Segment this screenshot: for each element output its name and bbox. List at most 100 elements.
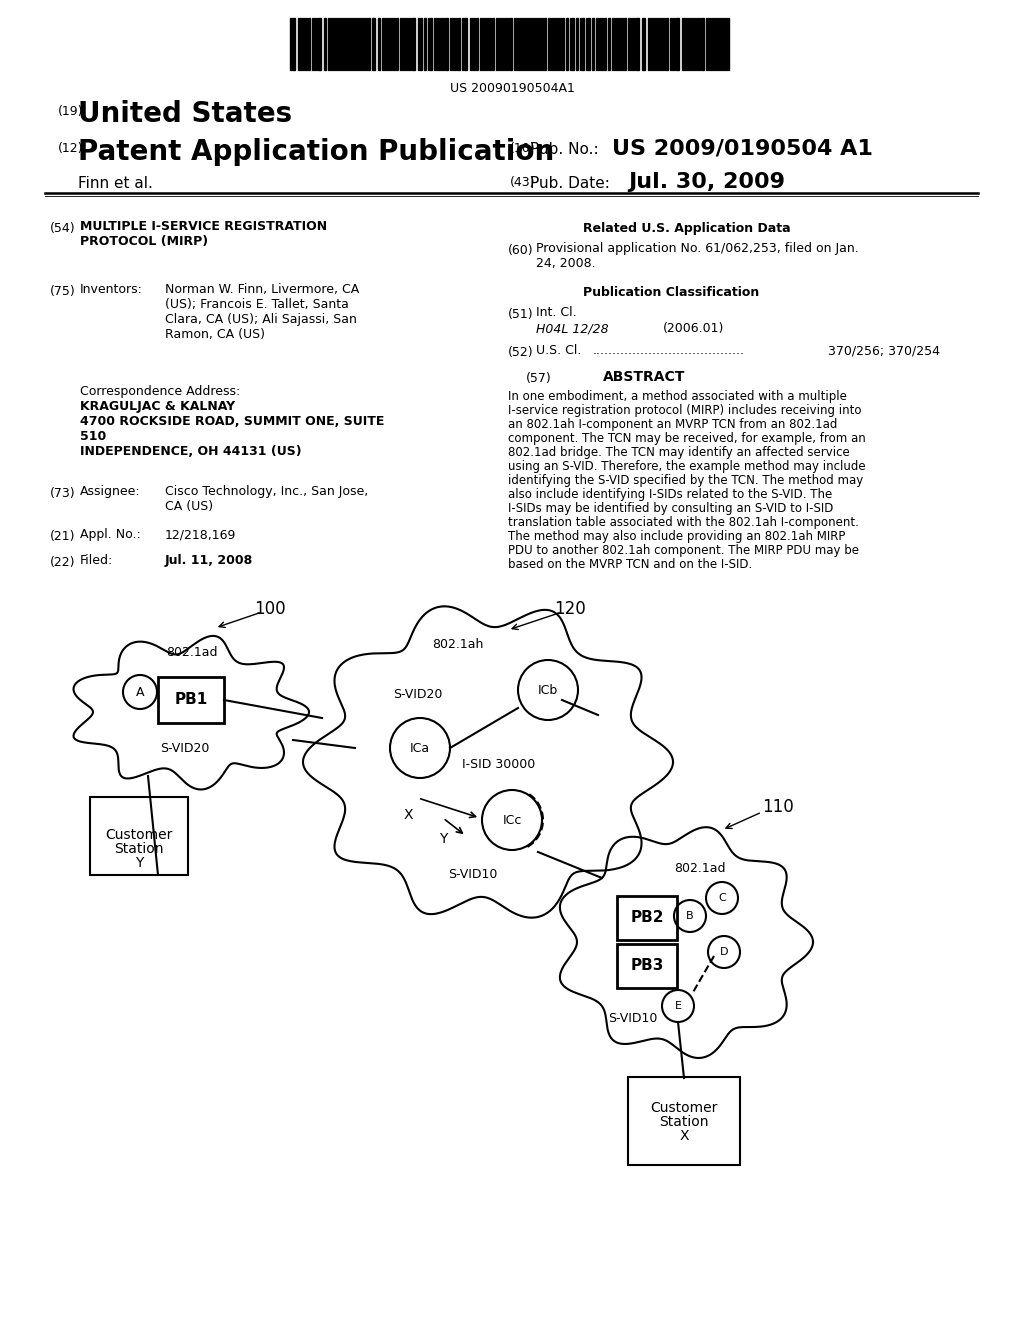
Text: A: A [136, 685, 144, 698]
Bar [292, 18, 295, 70]
Text: Customer: Customer [105, 828, 173, 842]
Text: PDU to another 802.1ah component. The MIRP PDU may be: PDU to another 802.1ah component. The MI… [508, 544, 859, 557]
Text: (54): (54) [50, 222, 76, 235]
Text: (12): (12) [58, 143, 84, 154]
Text: translation table associated with the 802.1ah I-component.: translation table associated with the 80… [508, 516, 859, 529]
Text: Jul. 30, 2009: Jul. 30, 2009 [628, 172, 785, 191]
Text: (2006.01): (2006.01) [663, 322, 724, 335]
Text: X: X [403, 808, 413, 822]
Text: H04L 12/28: H04L 12/28 [536, 322, 608, 335]
Bar [372, 18, 375, 70]
Bar [324, 18, 326, 70]
Bar [582, 18, 584, 70]
Text: The method may also include providing an 802.1ah MIRP: The method may also include providing an… [508, 531, 846, 543]
Bar [702, 18, 705, 70]
Text: Y: Y [135, 855, 143, 870]
Text: (60): (60) [508, 244, 534, 257]
Text: using an S-VID. Therefore, the example method may include: using an S-VID. Therefore, the example m… [508, 459, 865, 473]
Text: C: C [718, 894, 726, 903]
Text: Correspondence Address:: Correspondence Address: [80, 385, 241, 399]
Text: (22): (22) [50, 556, 76, 569]
Text: United States: United States [78, 100, 292, 128]
Text: 100: 100 [254, 601, 286, 618]
Text: Filed:: Filed: [80, 554, 114, 568]
Text: 802.1ah: 802.1ah [432, 638, 483, 651]
Text: 120: 120 [554, 601, 586, 618]
Text: Norman W. Finn, Livermore, CA
(US); Francois E. Tallet, Santa
Clara, CA (US); Al: Norman W. Finn, Livermore, CA (US); Fran… [165, 282, 359, 341]
Text: 110: 110 [762, 799, 794, 816]
Text: (43): (43) [510, 176, 536, 189]
Text: Inventors:: Inventors: [80, 282, 143, 296]
Bar [642, 18, 645, 70]
Bar [446, 18, 449, 70]
Text: Jul. 11, 2008: Jul. 11, 2008 [165, 554, 253, 568]
Bar [318, 18, 321, 70]
Text: Y: Y [439, 832, 447, 846]
Text: identifying the S-VID specified by the TCN. The method may: identifying the S-VID specified by the T… [508, 474, 863, 487]
Bar [588, 18, 590, 70]
Text: Pub. No.:: Pub. No.: [530, 143, 599, 157]
Text: Finn et al.: Finn et al. [78, 176, 153, 191]
Text: ICa: ICa [410, 742, 430, 755]
Text: (51): (51) [508, 308, 534, 321]
Text: 370/256; 370/254: 370/256; 370/254 [828, 345, 940, 356]
Text: 12/218,169: 12/218,169 [165, 528, 237, 541]
Text: US 2009/0190504 A1: US 2009/0190504 A1 [612, 139, 872, 158]
Text: ICb: ICb [538, 684, 558, 697]
Bar [544, 18, 546, 70]
Text: KRAGULJAC & KALNAY
4700 ROCKSIDE ROAD, SUMMIT ONE, SUITE
510
INDEPENDENCE, OH 44: KRAGULJAC & KALNAY 4700 ROCKSIDE ROAD, S… [80, 400, 384, 458]
Text: I-service registration protocol (MIRP) includes receiving into: I-service registration protocol (MIRP) i… [508, 404, 861, 417]
Text: PB3: PB3 [631, 958, 664, 974]
Bar [636, 18, 639, 70]
Bar [368, 18, 370, 70]
Bar [666, 18, 668, 70]
Text: (19): (19) [58, 106, 84, 117]
Text: Publication Classification: Publication Classification [583, 286, 759, 300]
Bar [308, 18, 310, 70]
Bar [424, 18, 426, 70]
Bar [624, 18, 626, 70]
Text: (21): (21) [50, 531, 76, 543]
Text: Appl. No.:: Appl. No.: [80, 528, 140, 541]
Text: MULTIPLE I-SERVICE REGISTRATION
PROTOCOL (MIRP): MULTIPLE I-SERVICE REGISTRATION PROTOCOL… [80, 220, 327, 248]
Bar [378, 18, 380, 70]
Bar [420, 18, 422, 70]
Text: based on the MVRP TCN and on the I-SID.: based on the MVRP TCN and on the I-SID. [508, 558, 753, 572]
Bar [430, 18, 432, 70]
Text: I-SIDs may be identified by consulting an S-VID to I-SID: I-SIDs may be identified by consulting a… [508, 502, 834, 515]
Text: an 802.1ah I-component an MVRP TCN from an 802.1ad: an 802.1ah I-component an MVRP TCN from … [508, 418, 838, 432]
Text: Station: Station [659, 1115, 709, 1129]
Bar [492, 18, 494, 70]
Text: (10): (10) [510, 143, 536, 154]
Bar [676, 18, 679, 70]
Text: In one embodiment, a method associated with a multiple: In one embodiment, a method associated w… [508, 389, 847, 403]
Text: Int. Cl.: Int. Cl. [536, 306, 577, 319]
Text: (52): (52) [508, 346, 534, 359]
Bar [412, 18, 415, 70]
Text: Patent Application Publication: Patent Application Publication [78, 139, 554, 166]
Text: 802.1ad: 802.1ad [166, 645, 218, 659]
Text: B: B [686, 911, 694, 921]
Text: S-VID10: S-VID10 [608, 1012, 657, 1026]
Bar [566, 18, 568, 70]
Text: 802.1ad bridge. The TCN may identify an affected service: 802.1ad bridge. The TCN may identify an … [508, 446, 850, 459]
Bar [575, 18, 578, 70]
Text: Station: Station [115, 842, 164, 855]
Text: Customer: Customer [650, 1101, 718, 1115]
Text: U.S. Cl.: U.S. Cl. [536, 345, 582, 356]
Text: S-VID20: S-VID20 [161, 742, 210, 755]
Text: D: D [720, 946, 728, 957]
Text: S-VID20: S-VID20 [393, 688, 442, 701]
Text: ......................................: ...................................... [593, 345, 745, 356]
Text: PB2: PB2 [630, 911, 664, 925]
Text: Related U.S. Application Data: Related U.S. Application Data [583, 222, 791, 235]
Bar [562, 18, 564, 70]
Bar [396, 18, 398, 70]
Text: E: E [675, 1001, 682, 1011]
Text: Cisco Technology, Inc., San Jose,
CA (US): Cisco Technology, Inc., San Jose, CA (US… [165, 484, 369, 513]
Bar [458, 18, 460, 70]
Text: ABSTRACT: ABSTRACT [603, 370, 685, 384]
Bar [476, 18, 478, 70]
Text: (75): (75) [50, 285, 76, 298]
Text: also include identifying I-SIDs related to the S-VID. The: also include identifying I-SIDs related … [508, 488, 833, 502]
